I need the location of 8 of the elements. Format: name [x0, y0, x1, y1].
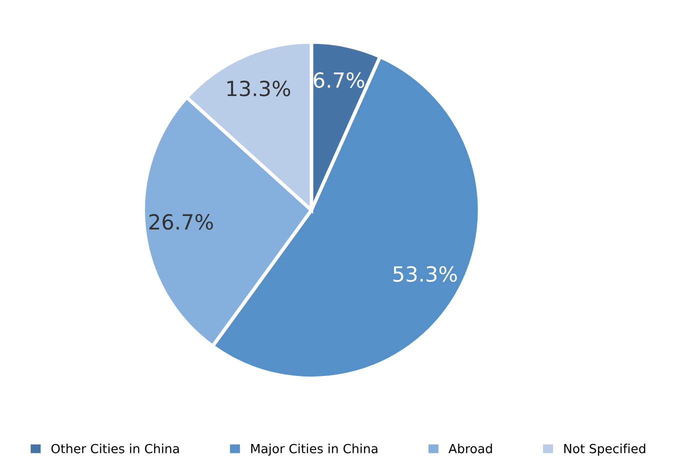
- legend-label: Abroad: [448, 444, 492, 454]
- data-label: 13.3%: [227, 80, 290, 96]
- legend-label: Other Cities in China: [51, 444, 179, 454]
- data-label: 26.7%: [149, 214, 213, 230]
- data-label: 53.3%: [393, 266, 457, 282]
- legend-label: Not Specified: [564, 444, 646, 456]
- legend-label: Major Cities in China: [251, 444, 378, 456]
- data-label: 6.7%: [314, 72, 364, 88]
